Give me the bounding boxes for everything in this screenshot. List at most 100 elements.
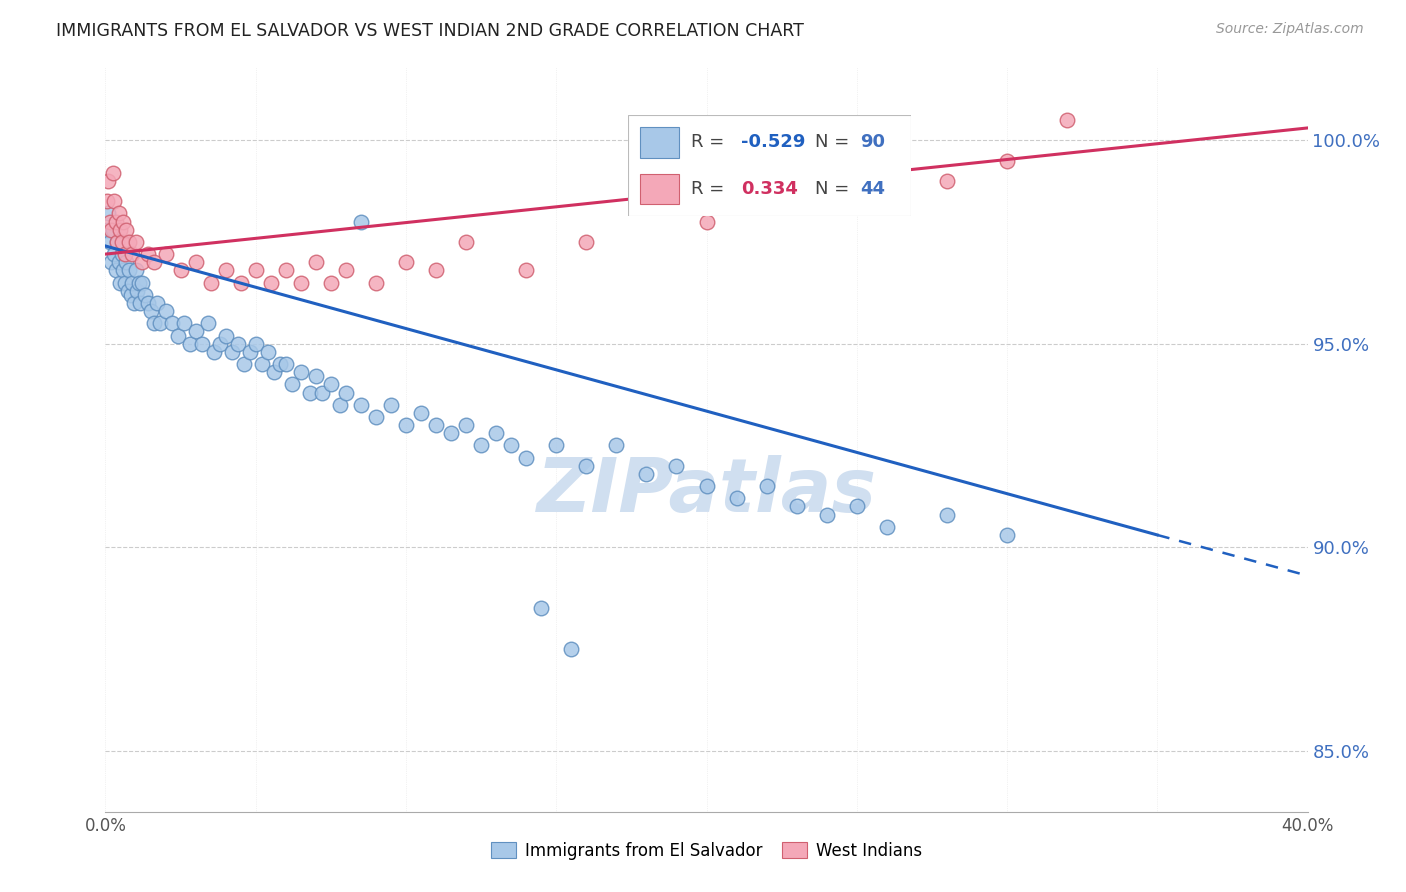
Point — [129, 296, 152, 310]
Point — [98, 214, 121, 228]
Point — [456, 418, 478, 433]
Point — [155, 304, 177, 318]
Point — [636, 467, 658, 481]
Point — [136, 296, 159, 310]
Point — [124, 235, 146, 249]
Point — [319, 377, 342, 392]
Point — [290, 276, 312, 290]
Text: N =: N = — [815, 179, 855, 198]
Point — [560, 641, 582, 656]
Point — [936, 174, 959, 188]
Point — [208, 336, 231, 351]
Point — [319, 276, 342, 290]
Point — [274, 357, 297, 371]
Point — [125, 284, 148, 298]
Point — [298, 385, 321, 400]
Point — [108, 255, 131, 269]
Point — [575, 235, 598, 249]
Point — [755, 479, 778, 493]
FancyBboxPatch shape — [640, 174, 679, 203]
Point — [605, 438, 627, 452]
Point — [121, 247, 143, 261]
Point — [546, 438, 568, 452]
Point — [515, 450, 537, 465]
Point — [124, 263, 146, 277]
Point — [311, 385, 333, 400]
Point — [575, 458, 598, 473]
Point — [197, 316, 219, 330]
Point — [97, 206, 120, 220]
Point — [136, 247, 159, 261]
Point — [96, 223, 118, 237]
Point — [281, 377, 304, 392]
Text: 0.334: 0.334 — [741, 179, 799, 198]
Point — [98, 235, 121, 249]
Point — [145, 296, 167, 310]
Point — [245, 263, 267, 277]
Point — [425, 263, 447, 277]
Point — [456, 235, 478, 249]
Point — [103, 247, 125, 261]
Point — [122, 296, 145, 310]
Point — [995, 528, 1018, 542]
Point — [250, 357, 273, 371]
Point — [134, 288, 156, 302]
Text: N =: N = — [815, 134, 855, 152]
Point — [665, 458, 688, 473]
Point — [239, 344, 262, 359]
Point — [936, 508, 959, 522]
Point — [260, 276, 283, 290]
Point — [118, 235, 141, 249]
Legend: Immigrants from El Salvador, West Indians: Immigrants from El Salvador, West Indian… — [485, 836, 928, 867]
Point — [226, 336, 249, 351]
Point — [395, 255, 418, 269]
Text: -0.529: -0.529 — [741, 134, 806, 152]
FancyBboxPatch shape — [628, 115, 911, 216]
Point — [104, 263, 127, 277]
Point — [97, 174, 120, 188]
Point — [995, 153, 1018, 168]
Point — [335, 385, 357, 400]
Point — [110, 276, 132, 290]
Point — [115, 255, 138, 269]
Point — [501, 438, 523, 452]
Text: Source: ZipAtlas.com: Source: ZipAtlas.com — [1216, 22, 1364, 37]
Point — [111, 247, 134, 261]
Point — [815, 194, 838, 209]
Point — [131, 276, 153, 290]
Point — [815, 508, 838, 522]
Point — [409, 406, 432, 420]
Point — [101, 223, 124, 237]
FancyBboxPatch shape — [640, 128, 679, 158]
Point — [290, 365, 312, 379]
Point — [876, 520, 898, 534]
Point — [100, 255, 122, 269]
Point — [173, 316, 195, 330]
Point — [155, 247, 177, 261]
Point — [108, 206, 131, 220]
Point — [179, 336, 201, 351]
Point — [114, 276, 136, 290]
Point — [101, 166, 124, 180]
Point — [214, 328, 236, 343]
Text: 90: 90 — [860, 134, 884, 152]
Point — [786, 500, 808, 514]
Point — [221, 344, 243, 359]
Point — [142, 255, 165, 269]
Point — [232, 357, 254, 371]
Point — [103, 194, 125, 209]
Point — [440, 426, 463, 441]
Point — [395, 418, 418, 433]
Point — [200, 276, 222, 290]
Point — [380, 398, 402, 412]
Point — [202, 344, 225, 359]
Point — [696, 479, 718, 493]
Point — [139, 304, 162, 318]
Point — [335, 263, 357, 277]
Point — [190, 336, 212, 351]
Point — [485, 426, 508, 441]
Point — [107, 235, 129, 249]
Point — [696, 214, 718, 228]
Point — [350, 398, 373, 412]
Point — [100, 223, 122, 237]
